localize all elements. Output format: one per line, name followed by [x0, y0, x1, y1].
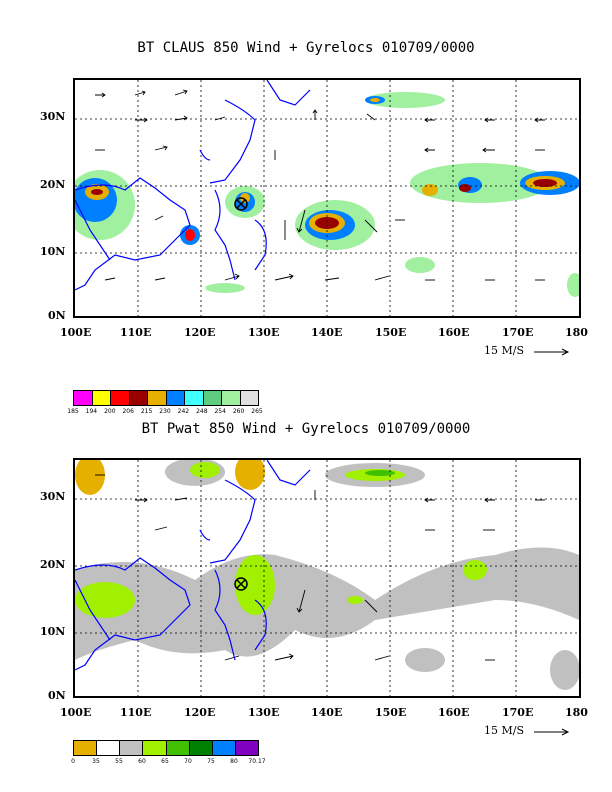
cbar1-swatch: [111, 391, 130, 405]
cbar1-swatch: [240, 391, 258, 405]
cbar2-label: 0: [71, 758, 75, 765]
grid-lines-2: [75, 460, 579, 696]
cbar2-label: 70: [184, 758, 192, 765]
cbar2-label: 60: [138, 758, 146, 765]
p2-xlabel-140e: 140E: [311, 706, 343, 719]
cbar1-swatch: [129, 391, 148, 405]
cbar1-label: 260: [232, 408, 245, 415]
p2-xlabel-100e: 100E: [60, 706, 92, 719]
cbar1-label: 206: [122, 408, 134, 415]
cbar1-label: 265: [251, 408, 263, 415]
p1-xlabel-140e: 140E: [311, 326, 343, 339]
p2-xlabel-160e: 160E: [438, 706, 470, 719]
cbar1-label: 254: [214, 408, 226, 415]
cbar1-swatch: [222, 391, 241, 405]
gyre-location-marker-2: [234, 577, 248, 591]
p1-xlabel-150e: 150E: [375, 326, 407, 339]
p2-ylabel-20n: 20N: [40, 558, 66, 571]
p2-ylabel-10n: 10N: [40, 625, 66, 638]
p2-xlabel-130e: 130E: [248, 706, 280, 719]
cbar1-swatch: [92, 391, 111, 405]
p1-ylabel-20n: 20N: [40, 178, 66, 191]
p1-ylabel-10n: 10N: [40, 245, 66, 258]
p2-xlabel-180: 180: [565, 706, 588, 719]
cloud-features: [75, 92, 579, 297]
cbar1-swatch: [148, 391, 167, 405]
cbar2-swatch: [235, 741, 258, 755]
cbar1-swatch: [185, 391, 204, 405]
claus-colorbar: [73, 390, 259, 406]
wind-vectors: [95, 89, 545, 281]
claus-colorbar-labels: 185 194 200 206 215 230 242 248 254 260 …: [67, 408, 262, 416]
cbar2-label: 70.17: [248, 758, 266, 765]
cbar2-label: 65: [161, 758, 169, 765]
p1-wind-scale-label: 15 M/S: [484, 344, 524, 357]
cbar2-label: 55: [115, 758, 123, 765]
cbar2-label: 75: [207, 758, 215, 765]
p2-ylabel-0n: 0N: [48, 689, 66, 702]
cbar1-swatch: [74, 391, 93, 405]
p2-xlabel-120e: 120E: [184, 706, 216, 719]
p1-ylabel-30n: 30N: [40, 110, 66, 123]
p1-xlabel-100e: 100E: [60, 326, 92, 339]
pwat-colorbar: [73, 740, 259, 756]
pwat-map-svg: [75, 460, 579, 696]
p2-xlabel-150e: 150E: [375, 706, 407, 719]
cbar1-label: 215: [140, 408, 153, 415]
cbar1-label: 194: [85, 408, 98, 415]
pwat-colorbar-labels: 0 35 55 60 65 70 75 80 70.17: [71, 758, 266, 766]
cbar1-label: 230: [159, 408, 171, 415]
p1-xlabel-180: 180: [565, 326, 588, 339]
wind-vectors-2: [95, 474, 545, 661]
cbar1-label: 248: [196, 408, 208, 415]
p2-wind-scale-arrow-icon: [534, 728, 570, 736]
pwat-map-panel[interactable]: [73, 458, 581, 698]
coastlines: [75, 80, 311, 291]
cbar2-swatch: [120, 741, 144, 755]
p2-ylabel-30n: 30N: [40, 490, 66, 503]
grid-lines: [75, 80, 579, 316]
p2-xlabel-170e: 170E: [502, 706, 534, 719]
cbar2-label: 80: [230, 758, 238, 765]
cbar1-label: 185: [67, 408, 79, 415]
p1-ylabel-0n: 0N: [48, 309, 66, 322]
p1-xlabel-160e: 160E: [438, 326, 470, 339]
coastlines-2: [75, 460, 311, 671]
cbar2-swatch: [74, 741, 98, 755]
panel2-title: BT Pwat 850 Wind + Gyrelocs 010709/0000: [141, 421, 471, 437]
p2-wind-scale-label: 15 M/S: [484, 724, 524, 737]
p1-wind-scale-arrow-icon: [534, 348, 570, 356]
p1-xlabel-170e: 170E: [502, 326, 534, 339]
gyre-location-marker: [234, 197, 248, 211]
p1-xlabel-130e: 130E: [248, 326, 280, 339]
cbar2-swatch: [97, 741, 121, 755]
cbar2-label: 35: [92, 758, 100, 765]
cbar1-label: 242: [177, 408, 190, 415]
p1-xlabel-120e: 120E: [184, 326, 216, 339]
claus-map-panel[interactable]: [73, 78, 581, 318]
cbar2-swatch: [212, 741, 236, 755]
panel1-title: BT CLAUS 850 Wind + Gyrelocs 010709/0000: [137, 40, 475, 56]
cbar1-label: 200: [104, 408, 116, 415]
cbar1-swatch: [203, 391, 222, 405]
p1-xlabel-110e: 110E: [120, 326, 152, 339]
p2-xlabel-110e: 110E: [120, 706, 152, 719]
cbar1-swatch: [166, 391, 185, 405]
cbar2-swatch: [189, 741, 213, 755]
claus-map-svg: [75, 80, 579, 316]
cbar2-swatch: [166, 741, 190, 755]
cbar2-swatch: [143, 741, 167, 755]
